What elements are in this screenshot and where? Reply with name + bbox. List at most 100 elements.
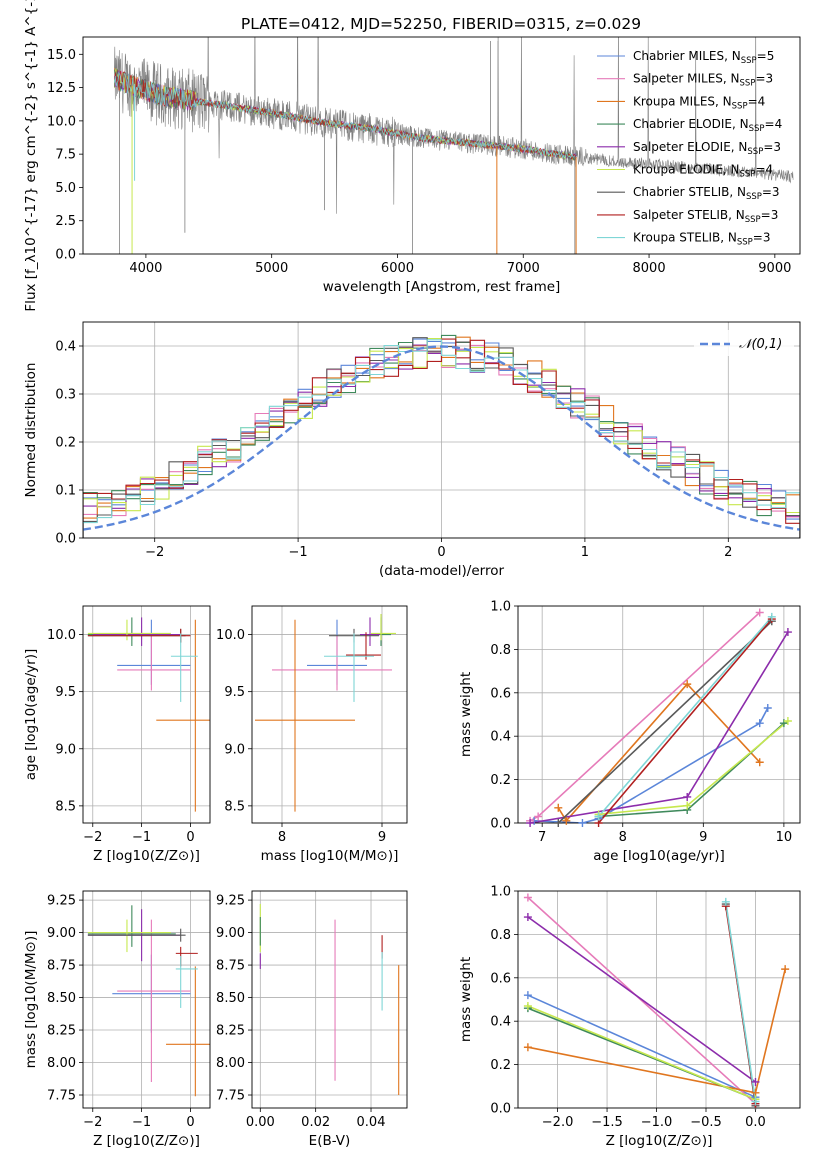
tick-label-x: 9: [699, 830, 707, 845]
spectrum-legend: Chabrier MILES, NSSP=5 Salpeter MILES, NS…: [597, 49, 782, 248]
xlabel-mass-weight-vs-Z: Z [log10(Z/Z⊙)]: [606, 1133, 713, 1149]
tick-label-x: 10: [776, 830, 793, 845]
plus-marker: [763, 703, 772, 712]
tick-label-y: 0.0: [55, 248, 76, 263]
plus-marker: [783, 628, 792, 637]
mass-weight-series: [527, 994, 756, 1098]
tick-label-x: 2: [724, 545, 732, 560]
plot-area-mass-weight-vs-age: [518, 606, 800, 823]
tick-label-y: 0.4: [55, 340, 76, 355]
xlabel-residual-histogram: (data-model)/error: [379, 563, 505, 579]
mass-weight-series: [527, 1005, 756, 1101]
tick-label-x: 4000: [129, 261, 162, 276]
axes-frame: [251, 890, 408, 1109]
plus-marker: [767, 612, 776, 621]
tick-label-x: −2: [83, 1115, 102, 1130]
gaussian-reference-curve: [83, 345, 800, 531]
plus-marker: [554, 819, 563, 827]
tick-label-y: 0.0: [490, 1102, 511, 1117]
tick-label-y: 9.00: [216, 926, 245, 941]
xlabel-age-vs-Z: Z [log10(Z/Z⊙)]: [93, 848, 200, 864]
spectrum-data-line: [114, 37, 794, 214]
tick-label-y: 8.5: [55, 799, 76, 814]
plot-area-mass-vs-Z: [83, 891, 210, 1108]
plot-area-spectrum: [114, 37, 794, 254]
mass-weight-series: [557, 620, 773, 823]
tick-label-y: 15.0: [47, 48, 76, 63]
tick-label-x: −0.5: [690, 1115, 722, 1130]
tick-label-x: 0.00: [246, 1115, 275, 1130]
tick-label-y: 0.2: [490, 1058, 511, 1073]
tick-label-y: 0.4: [490, 730, 511, 745]
histogram-legend-box: [694, 330, 794, 356]
tick-label-x: 9: [378, 830, 386, 845]
tick-label-x: 7: [538, 830, 546, 845]
plus-marker: [751, 1077, 760, 1086]
panel-mass-vs-Z: −2 −1 0 7.75 8.00 8.25 8.50 8.75 9.00 9.25 Z [log1…: [23, 890, 211, 1149]
plus-marker: [751, 1097, 760, 1106]
panel-residual-histogram: −2 −1 0 1 2 0.0 0.1 0.2 0.3 0.4 (data-model)/error…: [23, 321, 801, 579]
plot-area-residual-histogram: [83, 322, 800, 538]
tick-label-x: −1: [132, 830, 151, 845]
plus-marker: [683, 680, 692, 689]
ylabel-spectrum: Flux [f_λ10^{-17} erg cm^{-2} s^{-1} A^{…: [23, 0, 39, 312]
tick-label-y: 0.3: [55, 388, 76, 403]
plus-marker: [554, 803, 563, 812]
panel-mass-weight-vs-Z: −2.0 −1.5 −1.0 −0.5 0.0 0.0 0.2 0.4 0.6 0.8 1.0 Z […: [458, 885, 801, 1149]
tick-label-y: 0.0: [55, 532, 76, 547]
mass-weight-series: [597, 618, 773, 823]
tick-label-x: 6000: [381, 261, 414, 276]
tick-label-x: 0.04: [357, 1115, 386, 1130]
tick-label-x: −2.0: [542, 1115, 574, 1130]
ylabel-age-vs-Z: age [log10(age/yr)]: [23, 649, 39, 781]
tick-label-x: 9000: [758, 261, 791, 276]
tick-label-y: 0.8: [490, 928, 511, 943]
mass-weight-series: [527, 916, 756, 1083]
axes-frame: [82, 321, 801, 539]
xlabel-age-vs-mass: mass [log10(M/M⊙)]: [261, 848, 399, 864]
tick-label-y: 7.75: [47, 1089, 76, 1104]
plus-marker: [755, 608, 764, 617]
tick-label-y: 9.25: [216, 894, 245, 909]
tick-label-x: 5000: [255, 261, 288, 276]
tick-label-x: −1.0: [641, 1115, 673, 1130]
plot-area-age-vs-Z: [83, 606, 210, 823]
xlabel-mass-vs-EBV: E(B-V): [309, 1133, 351, 1149]
panel-mass-vs-EBV: 0.00 0.02 0.04 7.75 8.00 8.25 8.50 8.75 9.00 9.25…: [216, 890, 408, 1149]
tick-label-y: 0.2: [490, 773, 511, 788]
tick-label-y: 1.0: [490, 885, 511, 900]
plus-marker: [781, 965, 790, 974]
tick-label-y: 8.25: [216, 1024, 245, 1039]
plus-marker: [783, 717, 792, 726]
legend-label: Kroupa STELIB, NSSP=3: [633, 231, 771, 248]
legend-label: Chabrier STELIB, NSSP=3: [633, 185, 780, 202]
plus-marker: [721, 897, 730, 906]
panel-age-vs-Z: −2 −1 0 8.5 9.0 9.5 10.0 Z [log10(Z/Z⊙)] age [lo…: [23, 605, 211, 864]
ylabel-residual-histogram: Normed distribution: [23, 363, 39, 498]
axes-frame: [251, 605, 408, 824]
tick-label-y: 0.8: [490, 643, 511, 658]
tick-label-x: 7000: [507, 261, 540, 276]
tick-label-y: 8.50: [47, 991, 76, 1006]
panel-spectrum: 4000 5000 6000 7000 8000 9000 0.0 2.5 5.0 7.5 10.0…: [23, 0, 801, 312]
tick-label-x: −1: [132, 1115, 151, 1130]
tick-label-y: 8.5: [224, 799, 245, 814]
tick-label-y: 8.00: [47, 1056, 76, 1071]
tick-label-y: 2.5: [55, 214, 76, 229]
tick-label-x: −1: [289, 545, 308, 560]
tick-label-x: 0: [186, 1115, 194, 1130]
tick-label-y: 7.5: [55, 148, 76, 163]
tick-label-x: 0.0: [745, 1115, 766, 1130]
ylabel-mass-weight-vs-age: mass weight: [458, 672, 474, 757]
tick-label-x: 0: [186, 830, 194, 845]
plus-marker: [523, 1043, 532, 1052]
legend-label: Kroupa MILES, NSSP=4: [633, 94, 765, 111]
tick-label-y: 9.25: [47, 894, 76, 909]
tick-label-x: 0: [437, 545, 445, 560]
axes-frame: [517, 890, 801, 1109]
ylabel-mass-vs-Z: mass [log10(M/M⊙)]: [23, 931, 39, 1069]
spectrum-model-line: [114, 71, 575, 159]
plot-area-age-vs-mass: [252, 606, 407, 823]
plus-marker: [526, 819, 535, 827]
legend-label: Chabrier MILES, NSSP=5: [633, 49, 774, 66]
